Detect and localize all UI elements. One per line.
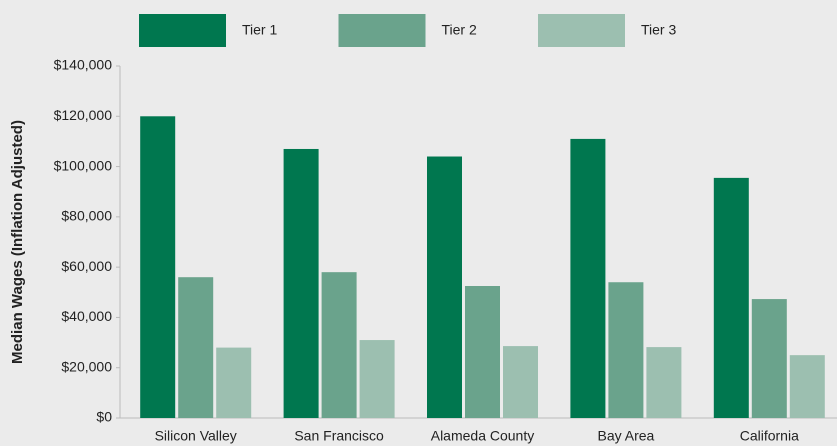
y-tick-label: $0 [96, 409, 112, 425]
bar [140, 116, 176, 419]
legend-label: Tier 3 [641, 22, 676, 38]
legend-swatch [538, 14, 625, 47]
y-tick-label: $100,000 [54, 157, 113, 173]
y-tick-label: $120,000 [54, 107, 113, 123]
bar [178, 277, 214, 418]
y-tick-label: $40,000 [61, 308, 112, 324]
y-axis-label: Median Wages (Inflation Adjusted) [9, 120, 26, 364]
x-tick-label: Silicon Valley [155, 428, 237, 444]
y-tick-label: $80,000 [61, 208, 112, 224]
bar [216, 347, 252, 418]
bar [646, 347, 682, 418]
legend-label: Tier 1 [242, 22, 277, 38]
bar [713, 177, 749, 418]
bar [465, 286, 500, 418]
bar [427, 156, 462, 418]
bar [570, 138, 606, 418]
x-tick-label: Bay Area [597, 428, 654, 444]
legend-label: Tier 2 [442, 22, 477, 38]
x-tick-label: Alameda County [431, 428, 535, 444]
x-tick-label: San Francisco [294, 428, 384, 444]
bar [359, 340, 395, 418]
bar [608, 282, 644, 418]
legend-swatch [139, 14, 226, 47]
bar [283, 148, 319, 418]
bar [503, 346, 538, 418]
bar [321, 272, 357, 418]
y-tick-label: $60,000 [61, 258, 112, 274]
legend-swatch [338, 14, 426, 47]
bar [751, 299, 787, 418]
bar [789, 355, 825, 418]
y-tick-label: $20,000 [61, 358, 112, 374]
y-tick-label: $140,000 [54, 57, 113, 73]
x-tick-label: California [740, 428, 799, 444]
